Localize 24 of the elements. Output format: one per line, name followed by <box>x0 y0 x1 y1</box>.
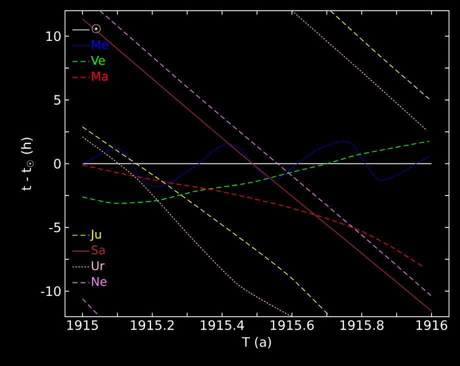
line-series <box>82 126 331 317</box>
legend-label: Ma <box>92 72 108 81</box>
legend-label: Ur <box>92 261 105 270</box>
line-series <box>82 140 430 204</box>
x-tick-label: 1915.6 <box>270 320 314 330</box>
x-tick-label: 1915 <box>67 320 98 330</box>
y-tick-label: -10 <box>40 286 61 296</box>
x-tick-label: 1916 <box>416 320 448 330</box>
legend-label: Me <box>92 40 108 50</box>
legend-label: Ve <box>90 56 105 65</box>
legend-label: Ne <box>92 277 106 286</box>
x-tick-label: 1915.4 <box>200 320 244 330</box>
line-series <box>82 141 430 188</box>
x-axis-title: T (a) <box>242 336 271 348</box>
y-axis-title: t - t$_{☉}$ (h) <box>21 138 34 190</box>
y-tick-label: -5 <box>49 222 60 232</box>
y-tick-label: 5 <box>54 95 60 105</box>
y-tick-label: 0 <box>54 158 61 169</box>
legend-label: Ju <box>90 230 101 241</box>
line-series <box>82 136 292 317</box>
y-tick-label: 10 <box>46 31 61 42</box>
x-tick-label: 1915.2 <box>131 320 174 330</box>
legend-label: Sa <box>92 245 105 254</box>
x-tick-label: 1915.8 <box>340 320 384 330</box>
